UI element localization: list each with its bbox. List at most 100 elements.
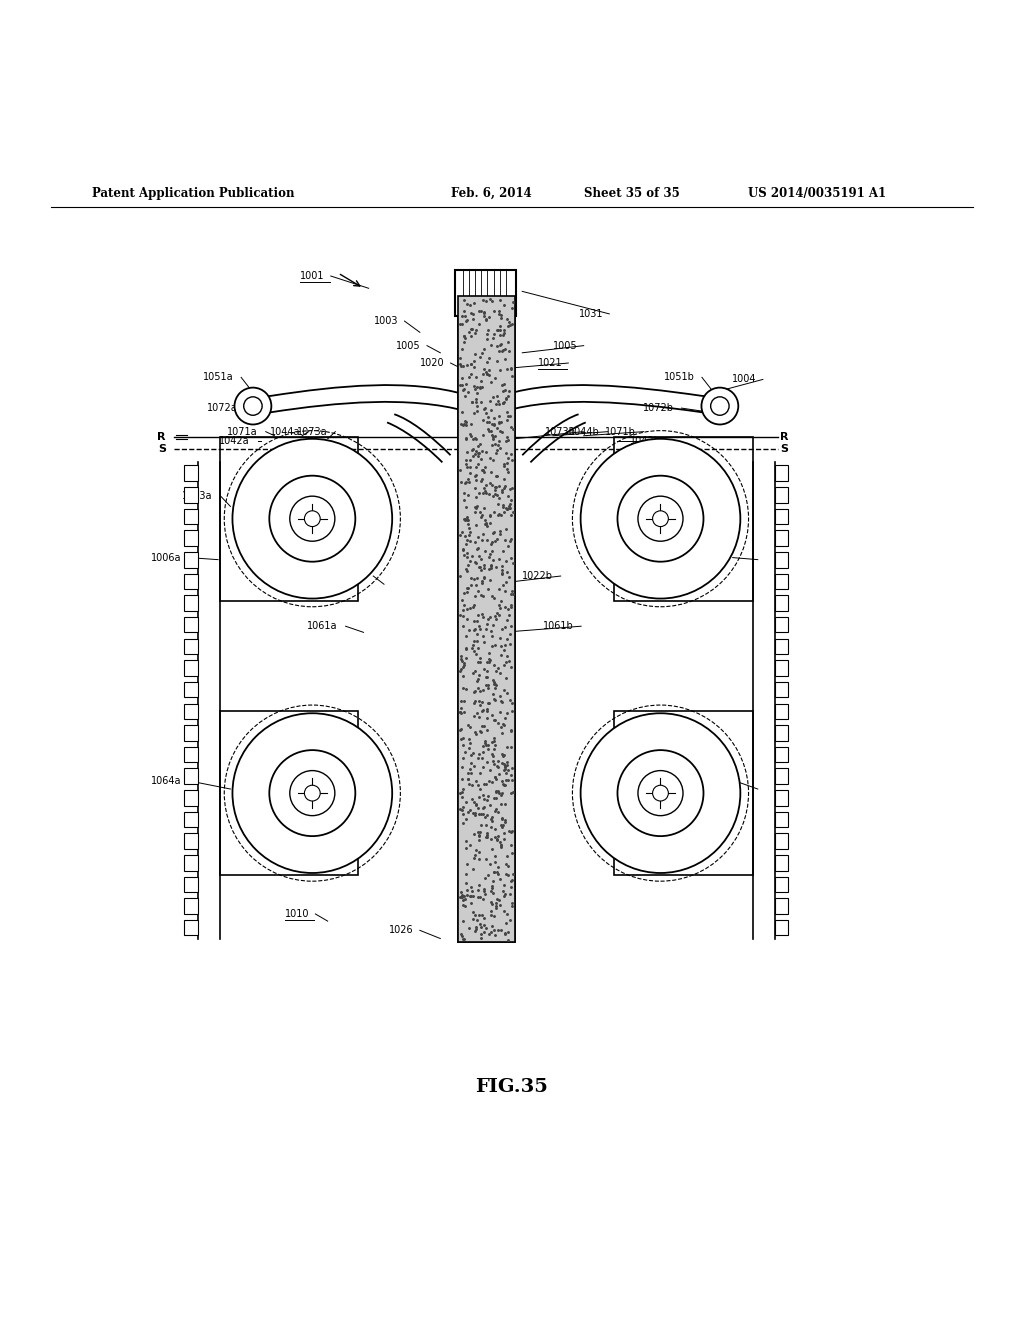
Point xyxy=(466,532,482,553)
Point xyxy=(489,603,506,624)
Point xyxy=(453,550,469,572)
Point xyxy=(473,549,489,570)
Bar xyxy=(775,552,788,568)
Point xyxy=(489,549,506,570)
Point xyxy=(475,656,492,677)
Point xyxy=(498,498,514,519)
Point xyxy=(463,512,479,533)
Point xyxy=(485,763,502,784)
Point xyxy=(483,807,500,828)
Point xyxy=(498,714,514,735)
Point xyxy=(487,532,504,553)
Text: S: S xyxy=(158,444,166,454)
Point xyxy=(459,701,475,722)
Point xyxy=(478,673,495,694)
Point xyxy=(498,863,514,884)
Point xyxy=(486,924,503,945)
Point xyxy=(498,892,514,913)
Circle shape xyxy=(617,750,703,836)
Point xyxy=(485,614,502,635)
Point xyxy=(472,756,488,777)
Point xyxy=(499,682,515,704)
Point xyxy=(483,335,500,356)
Point xyxy=(503,783,519,804)
Point xyxy=(497,529,513,550)
Point xyxy=(502,494,518,515)
Point xyxy=(473,791,489,812)
Point xyxy=(484,292,501,313)
Point xyxy=(455,298,471,319)
Point xyxy=(453,758,469,779)
Point xyxy=(463,574,479,595)
Point xyxy=(454,693,470,714)
Point xyxy=(490,412,507,433)
Point xyxy=(471,886,487,907)
Point xyxy=(480,733,497,754)
Point xyxy=(493,359,509,380)
Point xyxy=(474,440,490,461)
Point xyxy=(477,480,494,502)
Point xyxy=(458,549,474,570)
Point xyxy=(457,810,473,832)
Point xyxy=(470,288,486,309)
Point xyxy=(482,289,499,310)
Point xyxy=(500,428,516,449)
Point xyxy=(459,561,475,582)
Point xyxy=(480,546,497,568)
Point xyxy=(477,865,494,886)
Point xyxy=(472,433,488,454)
Point xyxy=(455,787,471,808)
Point xyxy=(494,479,510,500)
Point xyxy=(467,669,483,690)
Point xyxy=(478,418,495,440)
Point xyxy=(498,886,514,907)
Point xyxy=(480,293,497,314)
Point xyxy=(473,317,489,338)
Point xyxy=(502,634,518,655)
Point xyxy=(487,781,504,803)
Point xyxy=(486,359,503,380)
Point xyxy=(452,702,468,723)
Point xyxy=(487,846,504,867)
Point xyxy=(485,413,502,434)
Point xyxy=(487,351,504,372)
Point xyxy=(458,906,474,927)
Point xyxy=(455,751,471,772)
Point xyxy=(500,883,516,904)
Point xyxy=(455,405,471,426)
Point xyxy=(466,356,482,378)
Point xyxy=(483,475,500,496)
Point xyxy=(464,308,480,329)
Point xyxy=(504,533,520,554)
Point xyxy=(459,319,475,341)
Point xyxy=(492,783,508,804)
Point xyxy=(502,355,518,376)
Point xyxy=(486,296,503,317)
Point xyxy=(501,495,517,516)
Point xyxy=(502,438,518,459)
Point xyxy=(480,368,497,389)
Point xyxy=(490,578,507,599)
Point xyxy=(490,494,507,515)
Text: 1020: 1020 xyxy=(420,358,444,368)
Point xyxy=(471,665,487,686)
Point xyxy=(488,904,505,925)
Point xyxy=(475,560,492,581)
Point xyxy=(500,371,516,392)
Text: S: S xyxy=(780,444,788,454)
Text: Feb. 6, 2014: Feb. 6, 2014 xyxy=(451,186,531,199)
Point xyxy=(494,422,510,444)
Point xyxy=(487,675,504,696)
Point xyxy=(486,851,503,873)
Point xyxy=(474,692,490,713)
Point xyxy=(464,904,480,925)
Point xyxy=(492,334,508,355)
Point xyxy=(472,603,488,624)
Point xyxy=(492,529,508,550)
Point xyxy=(460,657,476,678)
Point xyxy=(453,799,469,820)
Point xyxy=(474,841,490,862)
Point xyxy=(490,393,507,414)
Point xyxy=(462,546,478,568)
Point xyxy=(455,665,471,686)
